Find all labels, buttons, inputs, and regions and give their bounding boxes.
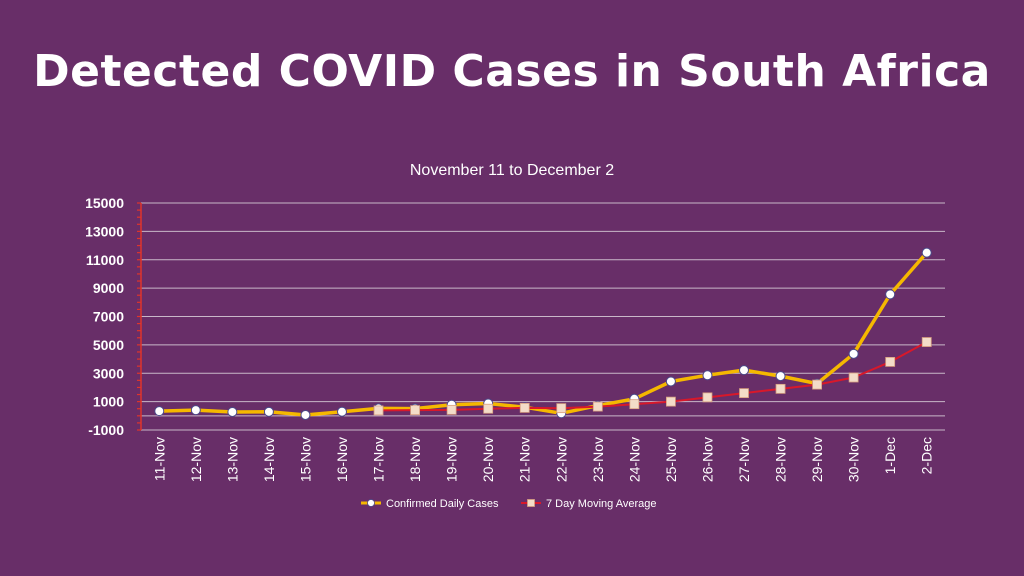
y-tick-label: 5000 — [93, 337, 124, 353]
confirmed-cases-point — [227, 406, 238, 417]
slide-title: Detected COVID Cases in South Africa — [33, 46, 991, 97]
confirmed-cases-point — [921, 247, 932, 258]
gridlines — [141, 202, 945, 431]
confirmed-cases-point — [665, 376, 676, 387]
moving-average-point — [739, 388, 749, 399]
moving-average-point — [848, 372, 859, 383]
legend-item: Confirmed Daily Cases — [361, 498, 499, 510]
moving-average-point — [446, 404, 457, 415]
confirmed-cases-point — [263, 406, 274, 417]
confirmed-cases-point — [885, 289, 896, 300]
y-tick-label: 1000 — [93, 394, 124, 410]
confirmed-cases-point — [702, 370, 713, 381]
moving-average-point — [885, 356, 896, 367]
y-tick-label: -1000 — [88, 422, 124, 438]
x-tick-label: 11-Nov — [151, 437, 167, 481]
x-tick-label: 20-Nov — [480, 437, 496, 482]
legend-label: 7 Day Moving Average — [546, 498, 656, 510]
moving-average-point — [702, 392, 713, 403]
x-tick-label: 21-Nov — [517, 437, 533, 482]
confirmed-cases-point — [775, 371, 786, 382]
moving-average-point — [592, 401, 603, 412]
x-tick-label: 24-Nov — [626, 437, 642, 482]
moving-average-point — [629, 399, 640, 410]
moving-average-point — [410, 405, 420, 416]
y-tick-label: 9000 — [93, 280, 124, 296]
x-tick-label: 30-Nov — [846, 437, 862, 482]
x-tick-label: 22-Nov — [553, 437, 569, 482]
x-tick-label: 1-Dec — [882, 437, 898, 474]
chart-title: November 11 to December 2 — [409, 162, 615, 179]
axes — [137, 202, 945, 431]
x-tick-label: 15-Nov — [297, 437, 313, 482]
moving-average-point — [556, 403, 567, 414]
legend-circle-marker — [367, 499, 375, 507]
x-tick-label: 23-Nov — [590, 437, 606, 482]
moving-average-line — [378, 341, 928, 412]
x-tick-label: 29-Nov — [809, 437, 825, 482]
x-tick-label: 28-Nov — [773, 437, 789, 482]
moving-average-point — [373, 405, 384, 416]
x-tick-label: 2-Dec — [919, 437, 935, 474]
confirmed-cases-point — [300, 409, 311, 420]
x-tick-label: 13-Nov — [224, 437, 240, 482]
x-tick-label: 26-Nov — [699, 437, 715, 482]
legend-square-marker — [527, 499, 535, 507]
legend-item: 7 Day Moving Average — [521, 498, 656, 510]
x-tick-label: 16-Nov — [334, 437, 350, 482]
moving-average-point — [519, 402, 530, 413]
x-tick-label: 14-Nov — [261, 437, 277, 482]
y-tick-label: 7000 — [93, 309, 124, 325]
legend-label: Confirmed Daily Cases — [386, 498, 499, 510]
x-tick-label: 12-Nov — [188, 437, 204, 482]
y-axis-ticks: 15000 13000 11000 9000 7000 5000 3000 1000 -1000 — [85, 195, 124, 438]
moving-average-point — [812, 379, 822, 390]
confirmed-cases-point — [848, 348, 859, 359]
legend: Confirmed Daily Cases 7 Day Moving Averag… — [361, 498, 656, 510]
series — [154, 247, 932, 420]
y-tick-label: 3000 — [93, 365, 124, 381]
moving-average-point — [666, 396, 676, 407]
y-tick-label: 15000 — [85, 195, 124, 211]
moving-average-point — [775, 383, 786, 394]
x-tick-label: 25-Nov — [663, 437, 679, 482]
confirmed-cases-line — [159, 251, 929, 417]
confirmed-cases-point — [337, 406, 347, 417]
x-tick-label: 27-Nov — [736, 437, 752, 482]
x-tick-label: 17-Nov — [371, 437, 387, 482]
y-tick-label: 13000 — [85, 223, 124, 239]
moving-average-point — [483, 403, 494, 414]
confirmed-cases-point — [154, 406, 165, 417]
x-tick-label: 18-Nov — [407, 437, 423, 482]
x-tick-label: 19-Nov — [444, 437, 460, 482]
confirmed-cases-point — [190, 405, 201, 416]
confirmed-cases-point — [739, 365, 749, 376]
moving-average-point — [921, 337, 932, 347]
x-axis-ticks: 11-Nov 12-Nov 13-Nov 14-Nov 15-Nov 16-Nov 17-N… — [151, 437, 934, 482]
y-tick-label: 11000 — [86, 252, 124, 268]
